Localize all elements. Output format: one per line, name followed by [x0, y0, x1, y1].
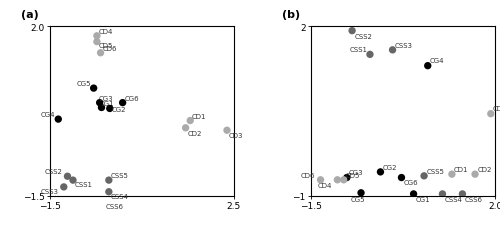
Text: CD2: CD2	[477, 166, 492, 172]
Point	[54, 118, 62, 121]
Point	[471, 173, 479, 176]
Text: CG1: CG1	[416, 196, 430, 202]
Text: CG5: CG5	[350, 196, 365, 202]
Text: CG2: CG2	[382, 164, 397, 170]
Point	[223, 129, 231, 133]
Text: CD5: CD5	[346, 172, 360, 178]
Text: CG2: CG2	[112, 107, 126, 113]
Point	[398, 176, 406, 180]
Point	[458, 192, 466, 196]
Point	[106, 107, 114, 111]
Text: CD4: CD4	[318, 182, 332, 188]
Text: CD3: CD3	[229, 132, 244, 138]
Text: CG3: CG3	[98, 95, 113, 101]
Text: CD1: CD1	[192, 113, 206, 119]
Text: CG6: CG6	[404, 180, 418, 186]
Text: CD5: CD5	[98, 43, 113, 49]
Text: CSS6: CSS6	[105, 203, 123, 209]
Text: CSS4: CSS4	[110, 193, 128, 199]
Point	[93, 35, 101, 38]
Text: CG5: CG5	[76, 81, 90, 87]
Point	[410, 192, 418, 196]
Text: CG3: CG3	[349, 169, 364, 176]
Text: CSS1: CSS1	[75, 181, 93, 187]
Text: CSS5: CSS5	[426, 168, 444, 174]
Text: CSS2: CSS2	[354, 33, 372, 39]
Point	[376, 170, 384, 174]
Point	[186, 119, 194, 123]
Point	[182, 126, 190, 130]
Text: (a): (a)	[20, 10, 38, 20]
Point	[348, 30, 356, 33]
Text: CD2: CD2	[188, 130, 202, 136]
Point	[93, 41, 101, 44]
Text: CSS2: CSS2	[44, 169, 62, 175]
Point	[105, 190, 113, 194]
Point	[334, 178, 342, 182]
Text: CG6: CG6	[124, 95, 139, 101]
Point	[69, 178, 77, 182]
Text: CG4: CG4	[41, 112, 56, 118]
Text: CSS3: CSS3	[394, 42, 412, 48]
Point	[96, 101, 104, 105]
Point	[105, 178, 113, 182]
Point	[448, 173, 456, 176]
Text: CSS6: CSS6	[464, 196, 482, 202]
Point	[118, 101, 126, 105]
Text: CD1: CD1	[454, 166, 468, 172]
Text: CSS4: CSS4	[444, 196, 462, 202]
Text: CD3: CD3	[493, 106, 500, 112]
Point	[96, 52, 104, 55]
Point	[60, 185, 68, 189]
Point	[343, 176, 351, 180]
Point	[388, 49, 396, 52]
Point	[487, 112, 495, 116]
Text: CSS5: CSS5	[110, 172, 128, 178]
Point	[102, 200, 110, 203]
Text: CG4: CG4	[430, 58, 444, 64]
Text: CSS1: CSS1	[350, 47, 368, 53]
Point	[424, 65, 432, 68]
Point	[64, 175, 72, 178]
Text: CD4: CD4	[98, 29, 113, 35]
Text: CD6: CD6	[300, 172, 315, 178]
Text: CD6: CD6	[102, 46, 117, 52]
Point	[90, 87, 98, 90]
Point	[366, 53, 374, 57]
Point	[438, 192, 446, 196]
Point	[340, 178, 347, 182]
Point	[420, 174, 428, 178]
Text: CG1: CG1	[100, 100, 114, 106]
Point	[357, 191, 365, 195]
Point	[98, 106, 106, 110]
Text: (b): (b)	[282, 10, 300, 20]
Text: CSS3: CSS3	[41, 188, 59, 194]
Point	[316, 178, 324, 182]
